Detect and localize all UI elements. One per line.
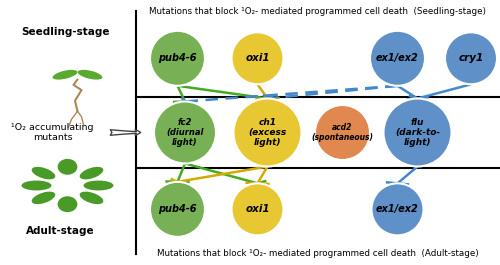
Ellipse shape xyxy=(58,159,78,175)
Text: fc2
(diurnal
light): fc2 (diurnal light) xyxy=(166,118,203,147)
Text: ¹O₂ accumulating
mutants: ¹O₂ accumulating mutants xyxy=(11,123,94,142)
Text: ex1/ex2: ex1/ex2 xyxy=(376,204,419,214)
Ellipse shape xyxy=(445,32,497,84)
Text: acd2
(spontaneous): acd2 (spontaneous) xyxy=(312,123,374,142)
Ellipse shape xyxy=(150,182,205,237)
Text: oxi1: oxi1 xyxy=(245,204,270,214)
Text: pub4-6: pub4-6 xyxy=(158,53,197,63)
Ellipse shape xyxy=(315,105,370,160)
Ellipse shape xyxy=(150,31,205,86)
Text: ch1
(excess
light): ch1 (excess light) xyxy=(248,118,286,147)
Ellipse shape xyxy=(32,167,56,179)
Ellipse shape xyxy=(78,70,102,80)
Text: Mutations that block ¹O₂- mediated programmed cell death  (Seedling-stage): Mutations that block ¹O₂- mediated progr… xyxy=(149,7,486,16)
Ellipse shape xyxy=(80,192,104,204)
Ellipse shape xyxy=(22,180,52,191)
Text: oxi1: oxi1 xyxy=(245,53,270,63)
Text: ex1/ex2: ex1/ex2 xyxy=(376,53,419,63)
Text: cry1: cry1 xyxy=(458,53,483,63)
Ellipse shape xyxy=(370,31,425,86)
Ellipse shape xyxy=(384,99,452,166)
Ellipse shape xyxy=(372,183,424,235)
Ellipse shape xyxy=(52,70,78,80)
Ellipse shape xyxy=(32,192,56,204)
Text: pub4-6: pub4-6 xyxy=(158,204,197,214)
Ellipse shape xyxy=(58,196,78,212)
Ellipse shape xyxy=(84,180,114,191)
Text: flu
(dark-to-
light): flu (dark-to- light) xyxy=(395,118,440,147)
Ellipse shape xyxy=(232,183,283,235)
Text: Mutations that block ¹O₂- mediated programmed cell death  (Adult-stage): Mutations that block ¹O₂- mediated progr… xyxy=(156,249,478,258)
Ellipse shape xyxy=(232,32,283,84)
Ellipse shape xyxy=(154,101,216,164)
Text: Seedling-stage: Seedling-stage xyxy=(21,27,109,37)
Text: Adult-stage: Adult-stage xyxy=(26,226,94,236)
Ellipse shape xyxy=(234,99,302,166)
Ellipse shape xyxy=(80,167,104,179)
